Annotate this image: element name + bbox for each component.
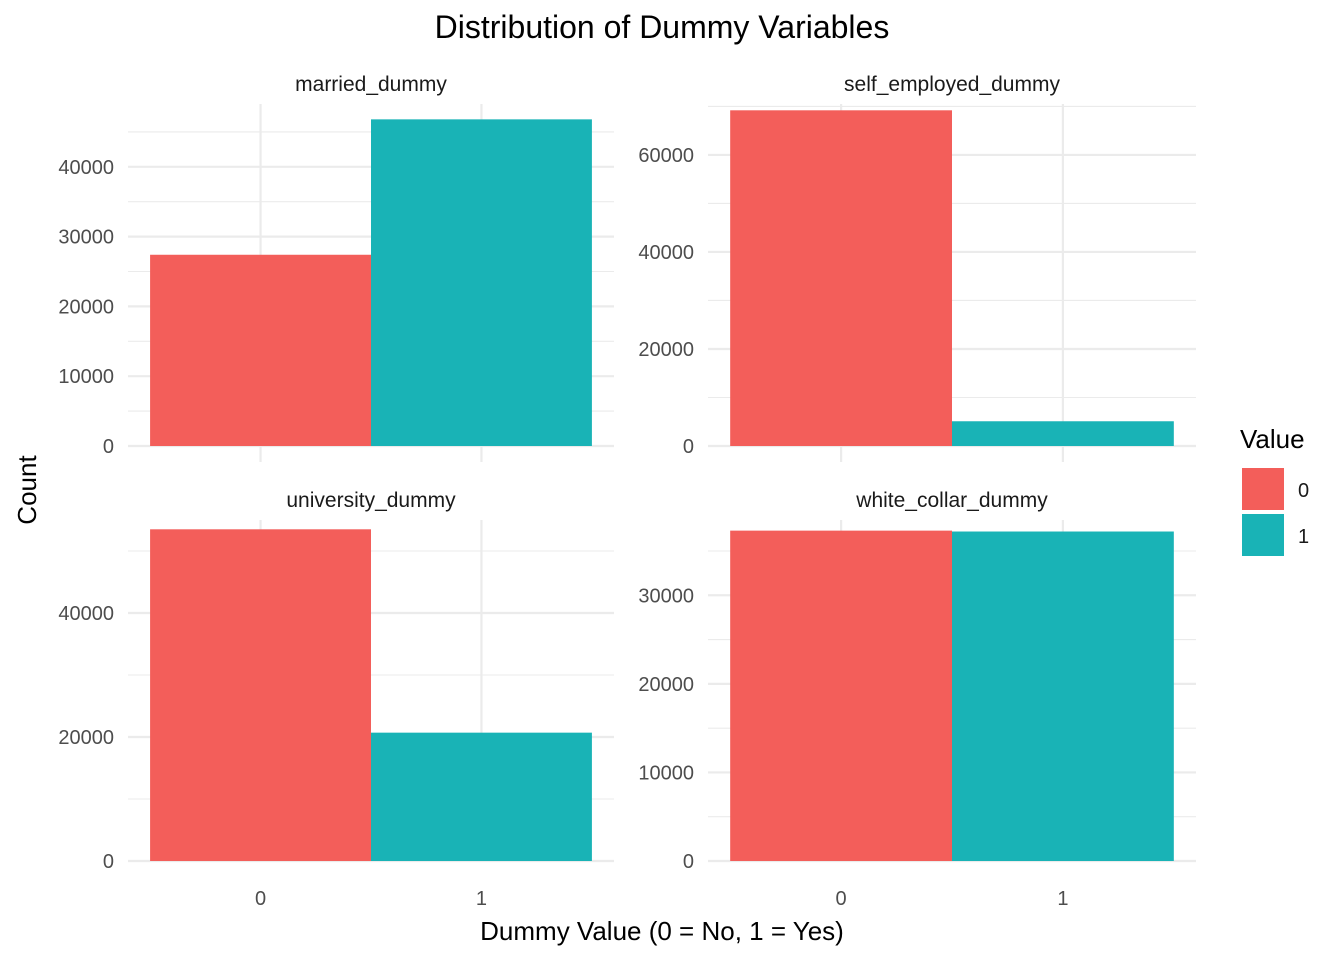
bar-university_dummy-1: [371, 732, 592, 861]
facet-white_collar_dummy: white_collar_dummy 0 10000 20000 30000 0 1: [638, 489, 1196, 910]
bar-self_employed_dummy-1: [952, 421, 1174, 446]
y-tick-label: 0: [683, 436, 694, 458]
y-tick-label: 30000: [58, 227, 114, 249]
y-tick-label: 10000: [638, 762, 694, 784]
bar-white_collar_dummy-0: [730, 530, 952, 861]
bar-white_collar_dummy-1: [952, 531, 1174, 861]
y-tick-label: 60000: [638, 145, 694, 167]
facet-self_employed_dummy: self_employed_dummy 0 20000 40000 60000: [638, 73, 1196, 462]
facet-panels: married_dummy010000200003000040000self_e…: [58, 73, 1196, 910]
y-axis-title: Count: [12, 455, 42, 525]
y-tick-label: 20000: [58, 296, 114, 318]
facet-married_dummy: married_dummy 0 10000 20000 30000 40000: [58, 73, 614, 462]
legend-label-0: 0: [1298, 480, 1309, 502]
bar-self_employed_dummy-0: [730, 110, 952, 446]
y-tick-label: 40000: [58, 603, 114, 625]
legend: Value 0 1: [1240, 424, 1309, 556]
facet-strip-label: university_dummy: [286, 489, 456, 512]
x-tick-label: 0: [836, 888, 847, 910]
legend-label-1: 1: [1298, 526, 1309, 548]
legend-key-0: [1242, 468, 1284, 510]
y-tick-label: 0: [683, 851, 694, 873]
facet-strip-label: married_dummy: [295, 73, 447, 96]
x-tick-label: 1: [476, 888, 487, 910]
y-tick-label: 20000: [638, 339, 694, 361]
bar-married_dummy-0: [150, 254, 371, 446]
x-axis-title: Dummy Value (0 = No, 1 = Yes): [480, 916, 844, 946]
y-tick-label: 20000: [58, 727, 114, 749]
y-tick-label: 10000: [58, 366, 114, 388]
y-tick-label: 30000: [638, 585, 694, 607]
facet-university_dummy: university_dummy 0 20000 40000 0 1: [58, 489, 614, 910]
y-tick-label: 40000: [638, 242, 694, 264]
y-tick-label: 0: [103, 436, 114, 458]
x-tick-label: 1: [1057, 888, 1068, 910]
facet-strip-label: white_collar_dummy: [855, 489, 1048, 512]
y-tick-label: 0: [103, 851, 114, 873]
y-tick-label: 40000: [58, 157, 114, 179]
bar-married_dummy-1: [371, 119, 592, 446]
chart-title: Distribution of Dummy Variables: [435, 9, 890, 45]
legend-key-1: [1242, 514, 1284, 556]
legend-title: Value: [1240, 424, 1305, 454]
bar-university_dummy-0: [150, 529, 371, 861]
facet-strip-label: self_employed_dummy: [844, 73, 1060, 96]
x-tick-label: 0: [255, 888, 266, 910]
y-tick-label: 20000: [638, 674, 694, 696]
